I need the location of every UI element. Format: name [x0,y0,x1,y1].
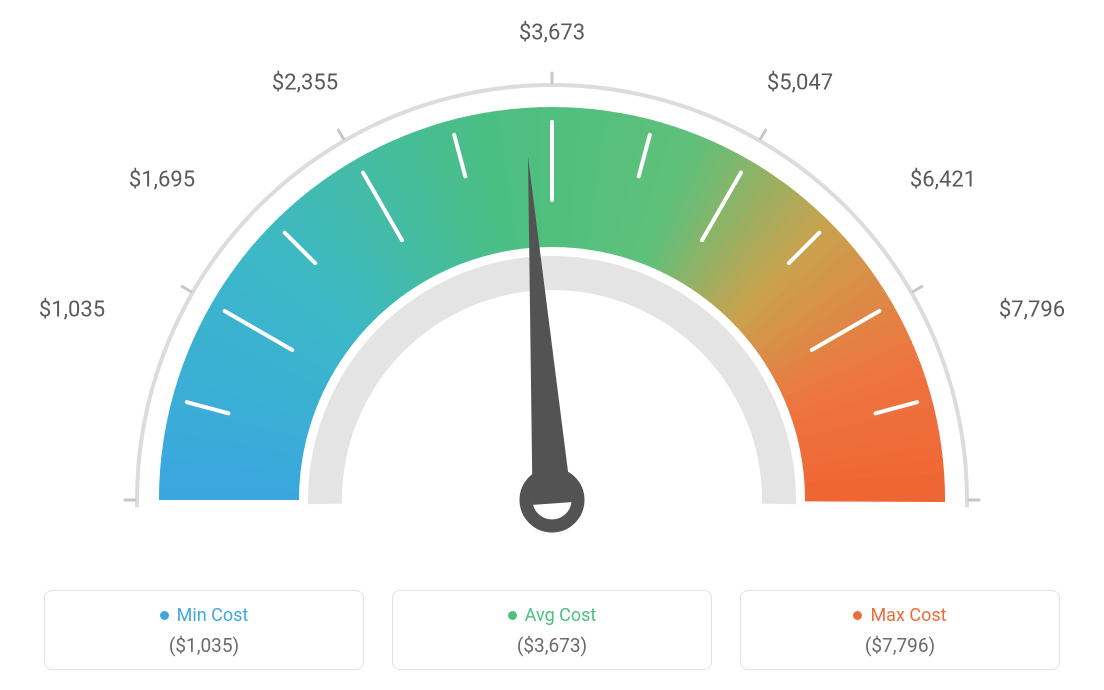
dot-avg-icon [508,611,517,620]
legend-label-avg: Avg Cost [525,605,597,626]
gauge-tick-label: $6,421 [910,168,976,193]
gauge-svg [0,0,1104,560]
legend-card-avg: Avg Cost ($3,673) [392,590,712,670]
dot-max-icon [853,611,862,620]
legend-card-max: Max Cost ($7,796) [740,590,1060,670]
legend-title-avg: Avg Cost [508,605,597,626]
gauge-tick-label: $2,355 [272,71,338,96]
gauge-tick-label: $3,673 [519,21,585,46]
legend-label-min: Min Cost [177,605,249,626]
gauge-tick-label: $7,796 [999,298,1065,323]
gauge-tick-label: $1,695 [129,168,195,193]
legend-label-max: Max Cost [870,605,946,626]
legend-title-max: Max Cost [853,605,946,626]
legend-card-min: Min Cost ($1,035) [44,590,364,670]
legend-title-min: Min Cost [160,605,249,626]
gauge-tick-label: $5,047 [767,71,833,96]
legend-value-avg: ($3,673) [403,634,701,657]
cost-gauge: $1,035 $1,695 $2,355 $3,673 $5,047 $6,421 $7,7… [0,0,1104,560]
dot-min-icon [160,611,169,620]
legend-value-max: ($7,796) [751,634,1049,657]
legend-row: Min Cost ($1,035) Avg Cost ($3,673) Max … [0,590,1104,670]
legend-value-min: ($1,035) [55,634,353,657]
gauge-tick-label: $1,035 [39,298,105,323]
